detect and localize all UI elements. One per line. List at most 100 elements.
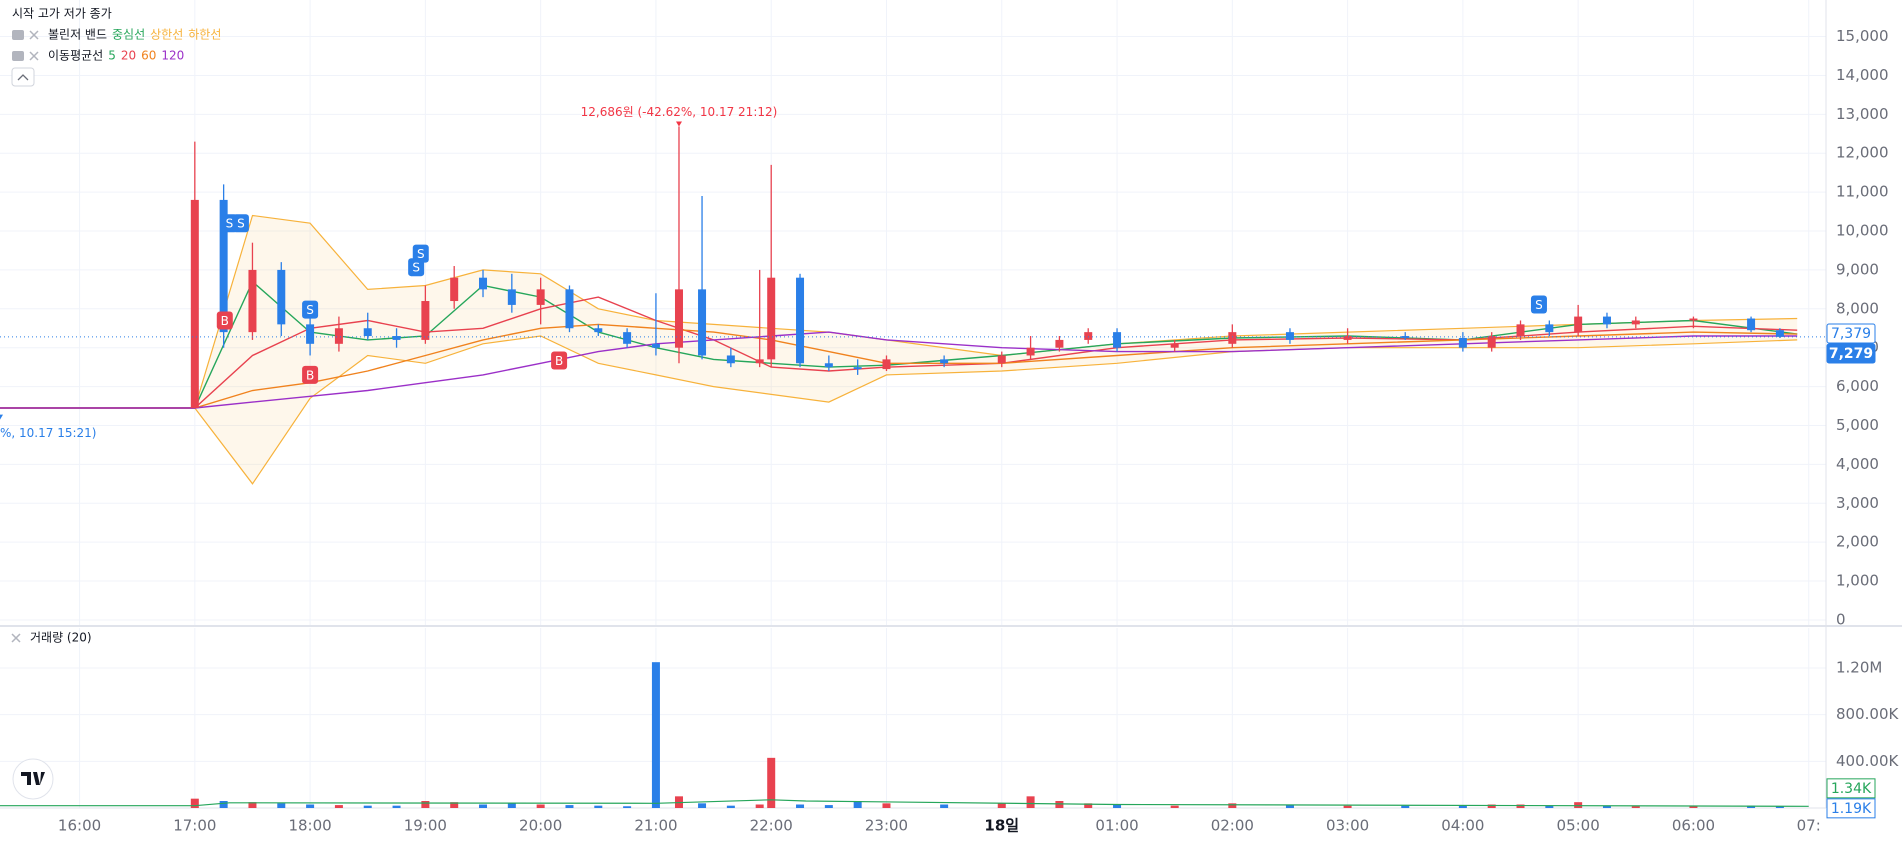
volume-bar <box>507 803 516 808</box>
volume-bar <box>536 804 545 808</box>
volume-bar <box>726 805 735 808</box>
volume-bar <box>1602 805 1611 808</box>
x-tick-label: 21:00 <box>634 817 677 835</box>
x-tick-label: 05:00 <box>1557 817 1600 835</box>
price-label: 7,279 <box>1829 346 1873 362</box>
candle-body <box>1775 330 1784 337</box>
y-tick-label: 2,000 <box>1836 533 1879 551</box>
legend-icons <box>11 30 39 643</box>
volume-bar <box>1689 806 1698 808</box>
x-tick-label: 22:00 <box>750 817 793 835</box>
volume-bar <box>824 805 833 808</box>
candle-body <box>1228 332 1237 344</box>
signal-label: S <box>237 217 245 231</box>
x-tick-label: 16:00 <box>58 817 101 835</box>
signal-marker <box>408 258 425 277</box>
volume-bar <box>796 804 805 808</box>
y-tick-label: 5,000 <box>1836 416 1879 434</box>
y-tick-label: 4,000 <box>1836 455 1879 473</box>
candle-body <box>698 289 707 356</box>
eye-icon[interactable] <box>12 30 24 40</box>
x-tick-label: 06:00 <box>1672 817 1715 835</box>
candle-body <box>882 359 891 370</box>
y-tick-label: 1.20M <box>1836 659 1882 677</box>
close-icon[interactable] <box>29 30 39 40</box>
legend-item: 중심선 <box>112 28 145 42</box>
x-tick-label: 03:00 <box>1326 817 1369 835</box>
volume-bar <box>1747 805 1756 808</box>
y-tick-label: 1,000 <box>1836 572 1879 590</box>
close-icon[interactable] <box>29 51 39 61</box>
volume-bar <box>1458 805 1467 808</box>
candle-body <box>363 328 372 337</box>
volume-bar <box>363 805 372 808</box>
candle-body <box>190 199 199 408</box>
candle-body <box>450 277 459 302</box>
annotation: 12,686원 (-42.62%, 10.17 21:12) <box>581 105 778 119</box>
volume-bar <box>882 803 891 808</box>
volume-bar <box>190 798 199 808</box>
y-tick-label: 14,000 <box>1836 66 1889 84</box>
close-icon[interactable] <box>11 633 21 643</box>
legend-item: 5 <box>108 49 116 63</box>
candle-body <box>1545 324 1554 333</box>
legend-item: 60 <box>141 49 156 63</box>
volume-bar <box>392 805 401 808</box>
candle-body <box>1516 324 1525 337</box>
signal-label: B <box>306 368 314 382</box>
annotation: %, 10.17 15:21) <box>0 426 96 440</box>
signal-marker <box>232 214 249 233</box>
x-tick-label: 02:00 <box>1211 817 1254 835</box>
signal-marker <box>302 365 319 384</box>
volume-label: 1.34K <box>1831 781 1872 797</box>
y-tick-label: 800.00K <box>1836 705 1899 723</box>
x-tick-label: 01:00 <box>1095 817 1138 835</box>
annotation-arrow <box>0 414 3 420</box>
volume-bar <box>940 804 949 808</box>
logo-mark <box>21 772 45 785</box>
candle-body <box>565 289 574 329</box>
volume-bar <box>334 805 343 808</box>
volume-bar <box>594 805 603 808</box>
annotation-arrow <box>675 121 682 127</box>
candle-body <box>219 199 228 333</box>
x-tick-label: 07: <box>1797 817 1821 835</box>
volume-bar <box>450 802 459 808</box>
candle-body <box>594 328 603 333</box>
legend-item: 볼린저 밴드 <box>48 28 107 42</box>
volume-bar <box>1228 803 1237 808</box>
candle-body <box>1458 337 1467 348</box>
volume-bar <box>1170 805 1179 808</box>
price-label-box <box>1826 343 1876 364</box>
legend-item: 이동평균선 <box>48 49 103 63</box>
candle-body <box>334 328 343 344</box>
volume-label-box <box>1826 798 1876 819</box>
volume-bar <box>1775 806 1784 808</box>
volume-bar <box>219 801 228 808</box>
collapse-button[interactable] <box>11 67 35 87</box>
volume-bar <box>1285 805 1294 808</box>
candle-body <box>755 359 764 364</box>
volume-bar <box>421 801 430 808</box>
candle-body <box>767 277 776 360</box>
ma-line <box>0 331 1798 409</box>
tv-logo <box>12 758 54 800</box>
x-tick-label: 19:00 <box>404 817 447 835</box>
volume-bar <box>1574 802 1583 808</box>
volume-bar <box>1401 805 1410 808</box>
eye-icon[interactable] <box>12 51 24 61</box>
price-label-box <box>1826 323 1876 344</box>
volume-bar <box>565 805 574 808</box>
volume-ma <box>0 799 1809 807</box>
band-line <box>0 214 1798 409</box>
candle-body <box>1113 332 1122 348</box>
volume-bar <box>1343 805 1352 808</box>
signal-label: B <box>555 354 563 368</box>
ohlc-legend: 시작 고가 저가 종가 <box>12 7 112 21</box>
signal-label: S <box>412 261 420 275</box>
candle-body <box>1055 339 1064 348</box>
x-tick-label: 18일 <box>984 817 1019 835</box>
signal-label: S <box>306 303 314 317</box>
candle-body <box>248 269 257 333</box>
volume-label: 1.19K <box>1831 801 1872 817</box>
